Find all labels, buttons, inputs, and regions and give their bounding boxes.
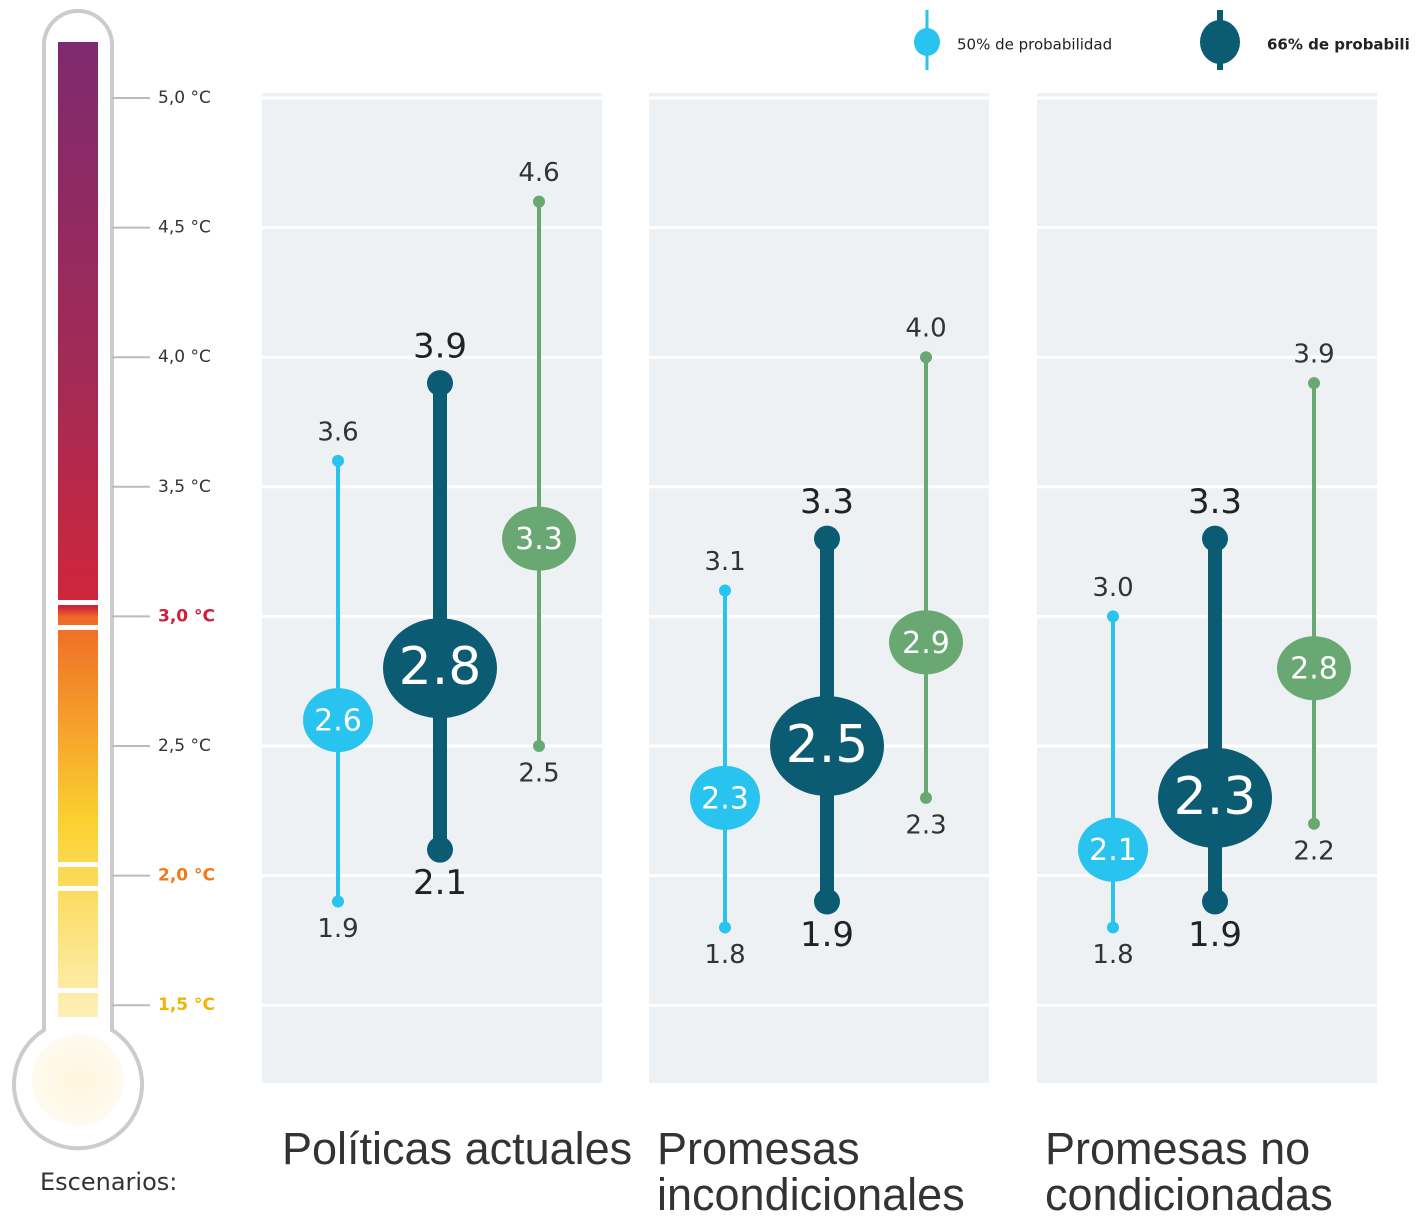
range-mid xyxy=(1158,747,1272,848)
mid-label: 2.3 xyxy=(701,781,749,816)
high-label: 3.3 xyxy=(1188,482,1242,522)
range-low xyxy=(533,740,545,752)
range-high xyxy=(533,195,545,208)
legend-swatch xyxy=(914,28,940,56)
high-label: 3.9 xyxy=(413,327,467,367)
mid-label: 3.3 xyxy=(515,522,563,557)
range-low xyxy=(1308,817,1320,830)
range-low xyxy=(814,888,840,915)
low-label: 1.9 xyxy=(1188,915,1242,955)
y-tick-label: 3,5 °C xyxy=(158,477,211,497)
mid-label: 2.8 xyxy=(1290,652,1338,687)
range-mid xyxy=(303,688,373,753)
range-marker: 2.1 3.0 1.8 xyxy=(1078,573,1148,970)
range-low xyxy=(719,921,731,934)
high-label: 4.0 xyxy=(905,314,946,344)
range-marker: 3.3 4.6 2.5 xyxy=(502,158,576,789)
range-mid xyxy=(383,618,497,719)
panel xyxy=(649,93,989,1083)
y-tick-label: 4,0 °C xyxy=(158,347,211,367)
y-tick-label: 5,0 °C xyxy=(158,88,211,108)
range-mid xyxy=(690,765,760,830)
mid-label: 2.3 xyxy=(1174,767,1257,827)
range-high xyxy=(814,525,840,552)
high-label: 3.9 xyxy=(1293,340,1334,370)
range-high xyxy=(427,370,453,397)
high-label: 3.3 xyxy=(800,482,854,522)
category-label: Promesas no condicionadas xyxy=(1045,1123,1333,1220)
panel xyxy=(1037,93,1377,1083)
category-label: Promesas incondicionales xyxy=(657,1123,965,1220)
range-marker: 2.8 3.9 2.2 xyxy=(1277,340,1351,866)
low-label: 2.5 xyxy=(518,759,559,789)
range-marker: 2.5 3.3 1.9 xyxy=(770,482,884,955)
range-marker: 2.6 3.6 1.9 xyxy=(303,417,373,944)
mid-label: 2.9 xyxy=(902,626,950,661)
high-label: 3.6 xyxy=(317,417,358,447)
range-mid xyxy=(889,610,963,675)
low-label: 2.1 xyxy=(413,863,467,903)
range-marker: 2.3 3.3 1.9 xyxy=(1158,482,1272,955)
mid-label: 2.6 xyxy=(314,704,362,739)
mid-label: 2.5 xyxy=(786,715,869,775)
range-low xyxy=(332,895,344,908)
high-label: 4.6 xyxy=(518,158,559,188)
mid-label: 2.1 xyxy=(1089,833,1137,868)
range-marker: 2.8 3.9 2.1 xyxy=(383,327,497,903)
category-label: Políticas actuales xyxy=(282,1123,633,1174)
y-tick-label: 1,5 °C xyxy=(158,995,215,1015)
high-label: 3.1 xyxy=(704,547,745,577)
range-low xyxy=(1202,888,1228,915)
range-high xyxy=(1107,610,1119,623)
range-mid xyxy=(1078,817,1148,882)
axis-caption: Escenarios: xyxy=(40,1168,177,1196)
range-high xyxy=(332,454,344,467)
range-mid xyxy=(1277,636,1351,701)
range-high xyxy=(719,584,731,597)
low-label: 1.8 xyxy=(1092,940,1133,970)
y-tick-label: 2,0 °C xyxy=(158,866,215,886)
y-tick-label: 4,5 °C xyxy=(158,218,211,238)
range-high xyxy=(920,351,932,364)
y-tick-label: 2,5 °C xyxy=(158,736,211,756)
range-high xyxy=(1308,377,1320,390)
range-mid xyxy=(502,506,576,571)
low-label: 1.9 xyxy=(800,915,854,955)
range-marker: 2.3 3.1 1.8 xyxy=(690,547,760,970)
range-mid xyxy=(770,696,884,796)
low-label: 2.3 xyxy=(905,810,946,840)
thermometer xyxy=(12,9,144,1151)
low-label: 1.8 xyxy=(704,940,745,970)
mid-label: 2.8 xyxy=(399,637,482,697)
low-label: 1.9 xyxy=(317,914,358,944)
range-low xyxy=(427,836,453,863)
range-marker: 2.9 4.0 2.3 xyxy=(889,314,963,840)
high-label: 3.0 xyxy=(1092,573,1133,603)
low-label: 2.2 xyxy=(1293,836,1334,866)
range-high xyxy=(1202,525,1228,552)
legend-label: 50% de probabilidad xyxy=(957,36,1112,54)
range-low xyxy=(1107,921,1119,934)
panel xyxy=(262,93,602,1083)
y-tick-label: 3,0 °C xyxy=(158,606,215,626)
range-low xyxy=(920,791,932,804)
legend-label: 66% de probabili xyxy=(1267,36,1410,54)
legend-swatch xyxy=(1200,20,1240,64)
